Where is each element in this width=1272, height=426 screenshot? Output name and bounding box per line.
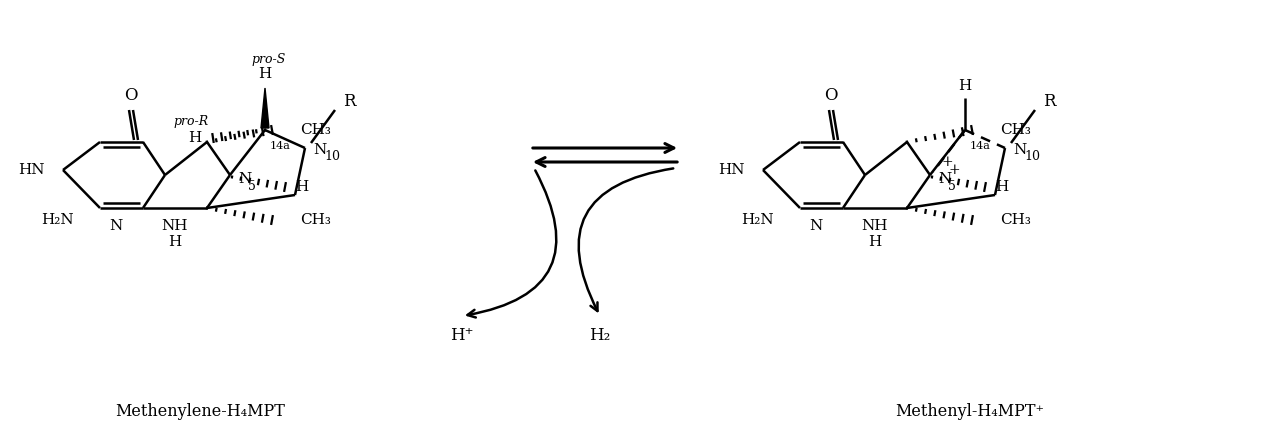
Text: HN: HN bbox=[719, 163, 745, 177]
Text: H: H bbox=[958, 79, 972, 93]
Text: O: O bbox=[824, 87, 838, 104]
Text: H: H bbox=[869, 235, 881, 249]
Text: H: H bbox=[168, 235, 182, 249]
Text: +: + bbox=[948, 163, 959, 177]
Text: CH₃: CH₃ bbox=[300, 123, 331, 137]
Text: R: R bbox=[1043, 93, 1056, 110]
Text: O: O bbox=[125, 87, 137, 104]
Text: 5: 5 bbox=[248, 181, 256, 193]
Polygon shape bbox=[261, 88, 268, 128]
Text: CH₃: CH₃ bbox=[1000, 123, 1030, 137]
Text: N: N bbox=[1013, 143, 1027, 157]
Text: H: H bbox=[295, 180, 308, 194]
Text: H₂N: H₂N bbox=[742, 213, 773, 227]
Text: H: H bbox=[995, 180, 1009, 194]
Text: Methenyl-H₄MPT⁺: Methenyl-H₄MPT⁺ bbox=[895, 403, 1044, 420]
Text: pro-S: pro-S bbox=[252, 54, 286, 66]
Text: R: R bbox=[343, 93, 355, 110]
Text: H₂: H₂ bbox=[589, 328, 611, 345]
Text: 10: 10 bbox=[1024, 150, 1040, 164]
Text: 10: 10 bbox=[324, 150, 340, 164]
Text: NH: NH bbox=[162, 219, 188, 233]
Text: NH: NH bbox=[861, 219, 888, 233]
Text: 14a: 14a bbox=[971, 141, 991, 151]
Text: +: + bbox=[941, 155, 953, 169]
Text: H₂N: H₂N bbox=[42, 213, 74, 227]
Text: N: N bbox=[937, 172, 951, 186]
Text: CH₃: CH₃ bbox=[1000, 213, 1030, 227]
Text: N: N bbox=[809, 219, 823, 233]
Text: N: N bbox=[238, 172, 252, 186]
Text: N: N bbox=[313, 143, 326, 157]
Text: 5: 5 bbox=[948, 181, 955, 193]
Text: N: N bbox=[109, 219, 122, 233]
Text: H: H bbox=[258, 67, 272, 81]
Text: HN: HN bbox=[19, 163, 45, 177]
Text: H⁺: H⁺ bbox=[450, 328, 473, 345]
Text: H: H bbox=[188, 131, 201, 145]
Text: CH₃: CH₃ bbox=[300, 213, 331, 227]
Text: 14a: 14a bbox=[270, 141, 291, 151]
Text: Methenylene-H₄MPT: Methenylene-H₄MPT bbox=[114, 403, 285, 420]
Text: pro-R: pro-R bbox=[174, 115, 209, 129]
